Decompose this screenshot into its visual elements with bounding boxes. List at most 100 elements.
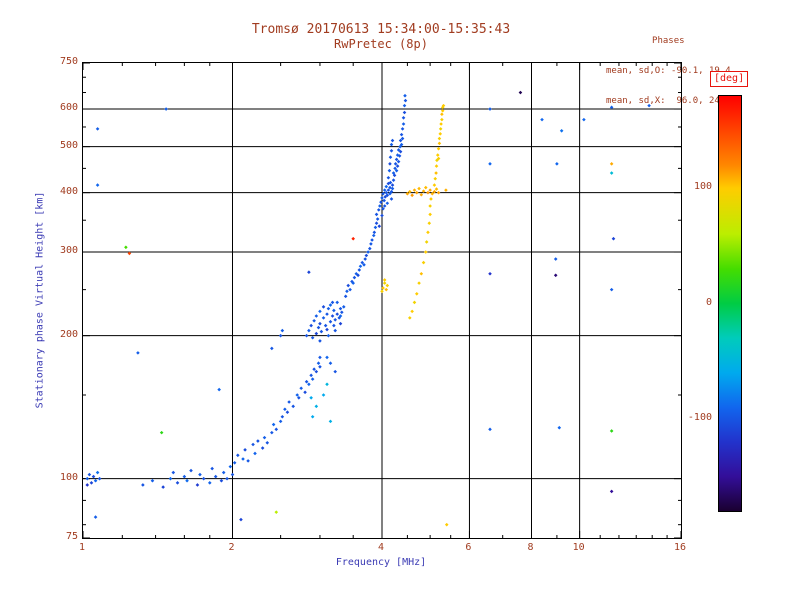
scatter-point xyxy=(85,476,90,481)
scatter-point xyxy=(375,217,380,221)
scatter-point xyxy=(345,289,349,294)
scatter-point xyxy=(373,225,378,230)
scatter-point xyxy=(295,393,300,397)
scatter-point xyxy=(338,321,343,326)
scatter-point xyxy=(328,319,333,324)
scatter-point xyxy=(403,98,408,103)
scatter-point xyxy=(553,257,558,261)
scatter-point xyxy=(198,472,202,477)
scatter-point xyxy=(307,270,311,275)
scatter-point xyxy=(310,335,315,340)
scatter-point xyxy=(559,128,564,133)
scatter-point xyxy=(219,478,224,483)
scatter-point xyxy=(95,470,100,475)
scatter-point xyxy=(423,250,428,254)
scatter-point xyxy=(341,305,346,309)
scatter-point xyxy=(385,283,390,288)
scatter-point xyxy=(314,369,319,374)
scatter-point xyxy=(402,110,407,115)
scatter-point xyxy=(419,271,424,276)
scatter-point xyxy=(221,470,226,475)
scatter-point xyxy=(338,306,343,311)
scatter-point xyxy=(407,189,412,194)
scatter-point xyxy=(388,191,392,196)
scatter-point xyxy=(378,204,382,208)
scatter-point xyxy=(384,184,389,189)
scatter-point xyxy=(436,190,441,195)
scatter-point xyxy=(386,188,391,192)
scatter-point xyxy=(428,212,432,217)
scatter-point xyxy=(488,271,492,276)
scatter-point xyxy=(419,192,424,197)
scatter-point xyxy=(380,196,384,200)
y-tick-label: 400 xyxy=(59,185,78,197)
scatter-point xyxy=(164,107,168,111)
scatter-point xyxy=(424,240,429,244)
scatter-point xyxy=(325,312,329,316)
scatter-point xyxy=(405,191,410,196)
scatter-point xyxy=(182,474,187,479)
scatter-point xyxy=(230,472,235,477)
scatter-point xyxy=(328,419,333,424)
y-tick-label: 200 xyxy=(59,328,78,340)
scatter-point xyxy=(609,429,614,433)
scatter-point xyxy=(407,316,412,320)
scatter-point xyxy=(348,287,352,292)
scatter-point xyxy=(362,262,366,267)
scatter-point xyxy=(609,489,614,494)
scatter-point xyxy=(318,364,322,369)
scatter-point xyxy=(274,510,279,514)
scatter-point xyxy=(307,328,311,333)
scatter-point xyxy=(340,310,344,315)
scatter-point xyxy=(434,187,439,191)
scatter-point xyxy=(323,323,328,328)
scatter-point xyxy=(432,183,437,187)
scatter-point xyxy=(382,198,386,203)
scatter-point xyxy=(335,312,340,316)
scatter-point xyxy=(314,404,319,409)
scatter-point xyxy=(438,127,443,131)
scatter-point xyxy=(382,204,387,208)
scatter-point xyxy=(357,268,362,272)
scatter-point xyxy=(555,162,559,166)
scatter-point xyxy=(262,435,267,440)
scatter-point xyxy=(397,154,402,158)
scatter-point xyxy=(159,430,164,435)
scatter-point xyxy=(540,117,544,122)
scatter-point xyxy=(280,414,285,419)
scatter-point xyxy=(93,515,98,519)
scatter-point xyxy=(382,281,387,285)
scatter-point xyxy=(384,190,389,195)
scatter-point xyxy=(396,159,401,164)
scatter-point xyxy=(399,142,404,147)
x-tick-label: 16 xyxy=(673,542,687,553)
scatter-point xyxy=(370,238,374,242)
scatter-point xyxy=(410,309,414,314)
scatter-point xyxy=(141,483,145,487)
scatter-point xyxy=(417,186,421,191)
scatter-point xyxy=(89,481,94,485)
scatter-point xyxy=(309,395,313,400)
scatter-point xyxy=(372,230,377,235)
scatter-point xyxy=(360,260,365,265)
scatter-point xyxy=(436,146,441,151)
colorbar xyxy=(718,95,742,512)
scatter-point xyxy=(609,171,614,175)
scatter-point xyxy=(352,275,357,280)
scatter-point xyxy=(321,393,326,397)
scatter-point xyxy=(87,472,92,477)
scatter-point xyxy=(427,221,432,225)
scatter-point xyxy=(260,446,265,450)
scatter-point xyxy=(390,183,395,187)
scatter-point xyxy=(394,157,399,162)
scatter-point xyxy=(385,193,390,198)
scatter-point xyxy=(291,404,295,409)
scatter-point xyxy=(389,142,394,147)
scatter-point xyxy=(401,116,406,120)
scatter-point xyxy=(381,286,385,290)
scatter-point xyxy=(376,208,381,212)
scatter-point xyxy=(434,171,438,175)
scatter-point xyxy=(412,188,417,192)
scatter-point xyxy=(647,103,651,108)
scatter-point xyxy=(440,117,444,122)
